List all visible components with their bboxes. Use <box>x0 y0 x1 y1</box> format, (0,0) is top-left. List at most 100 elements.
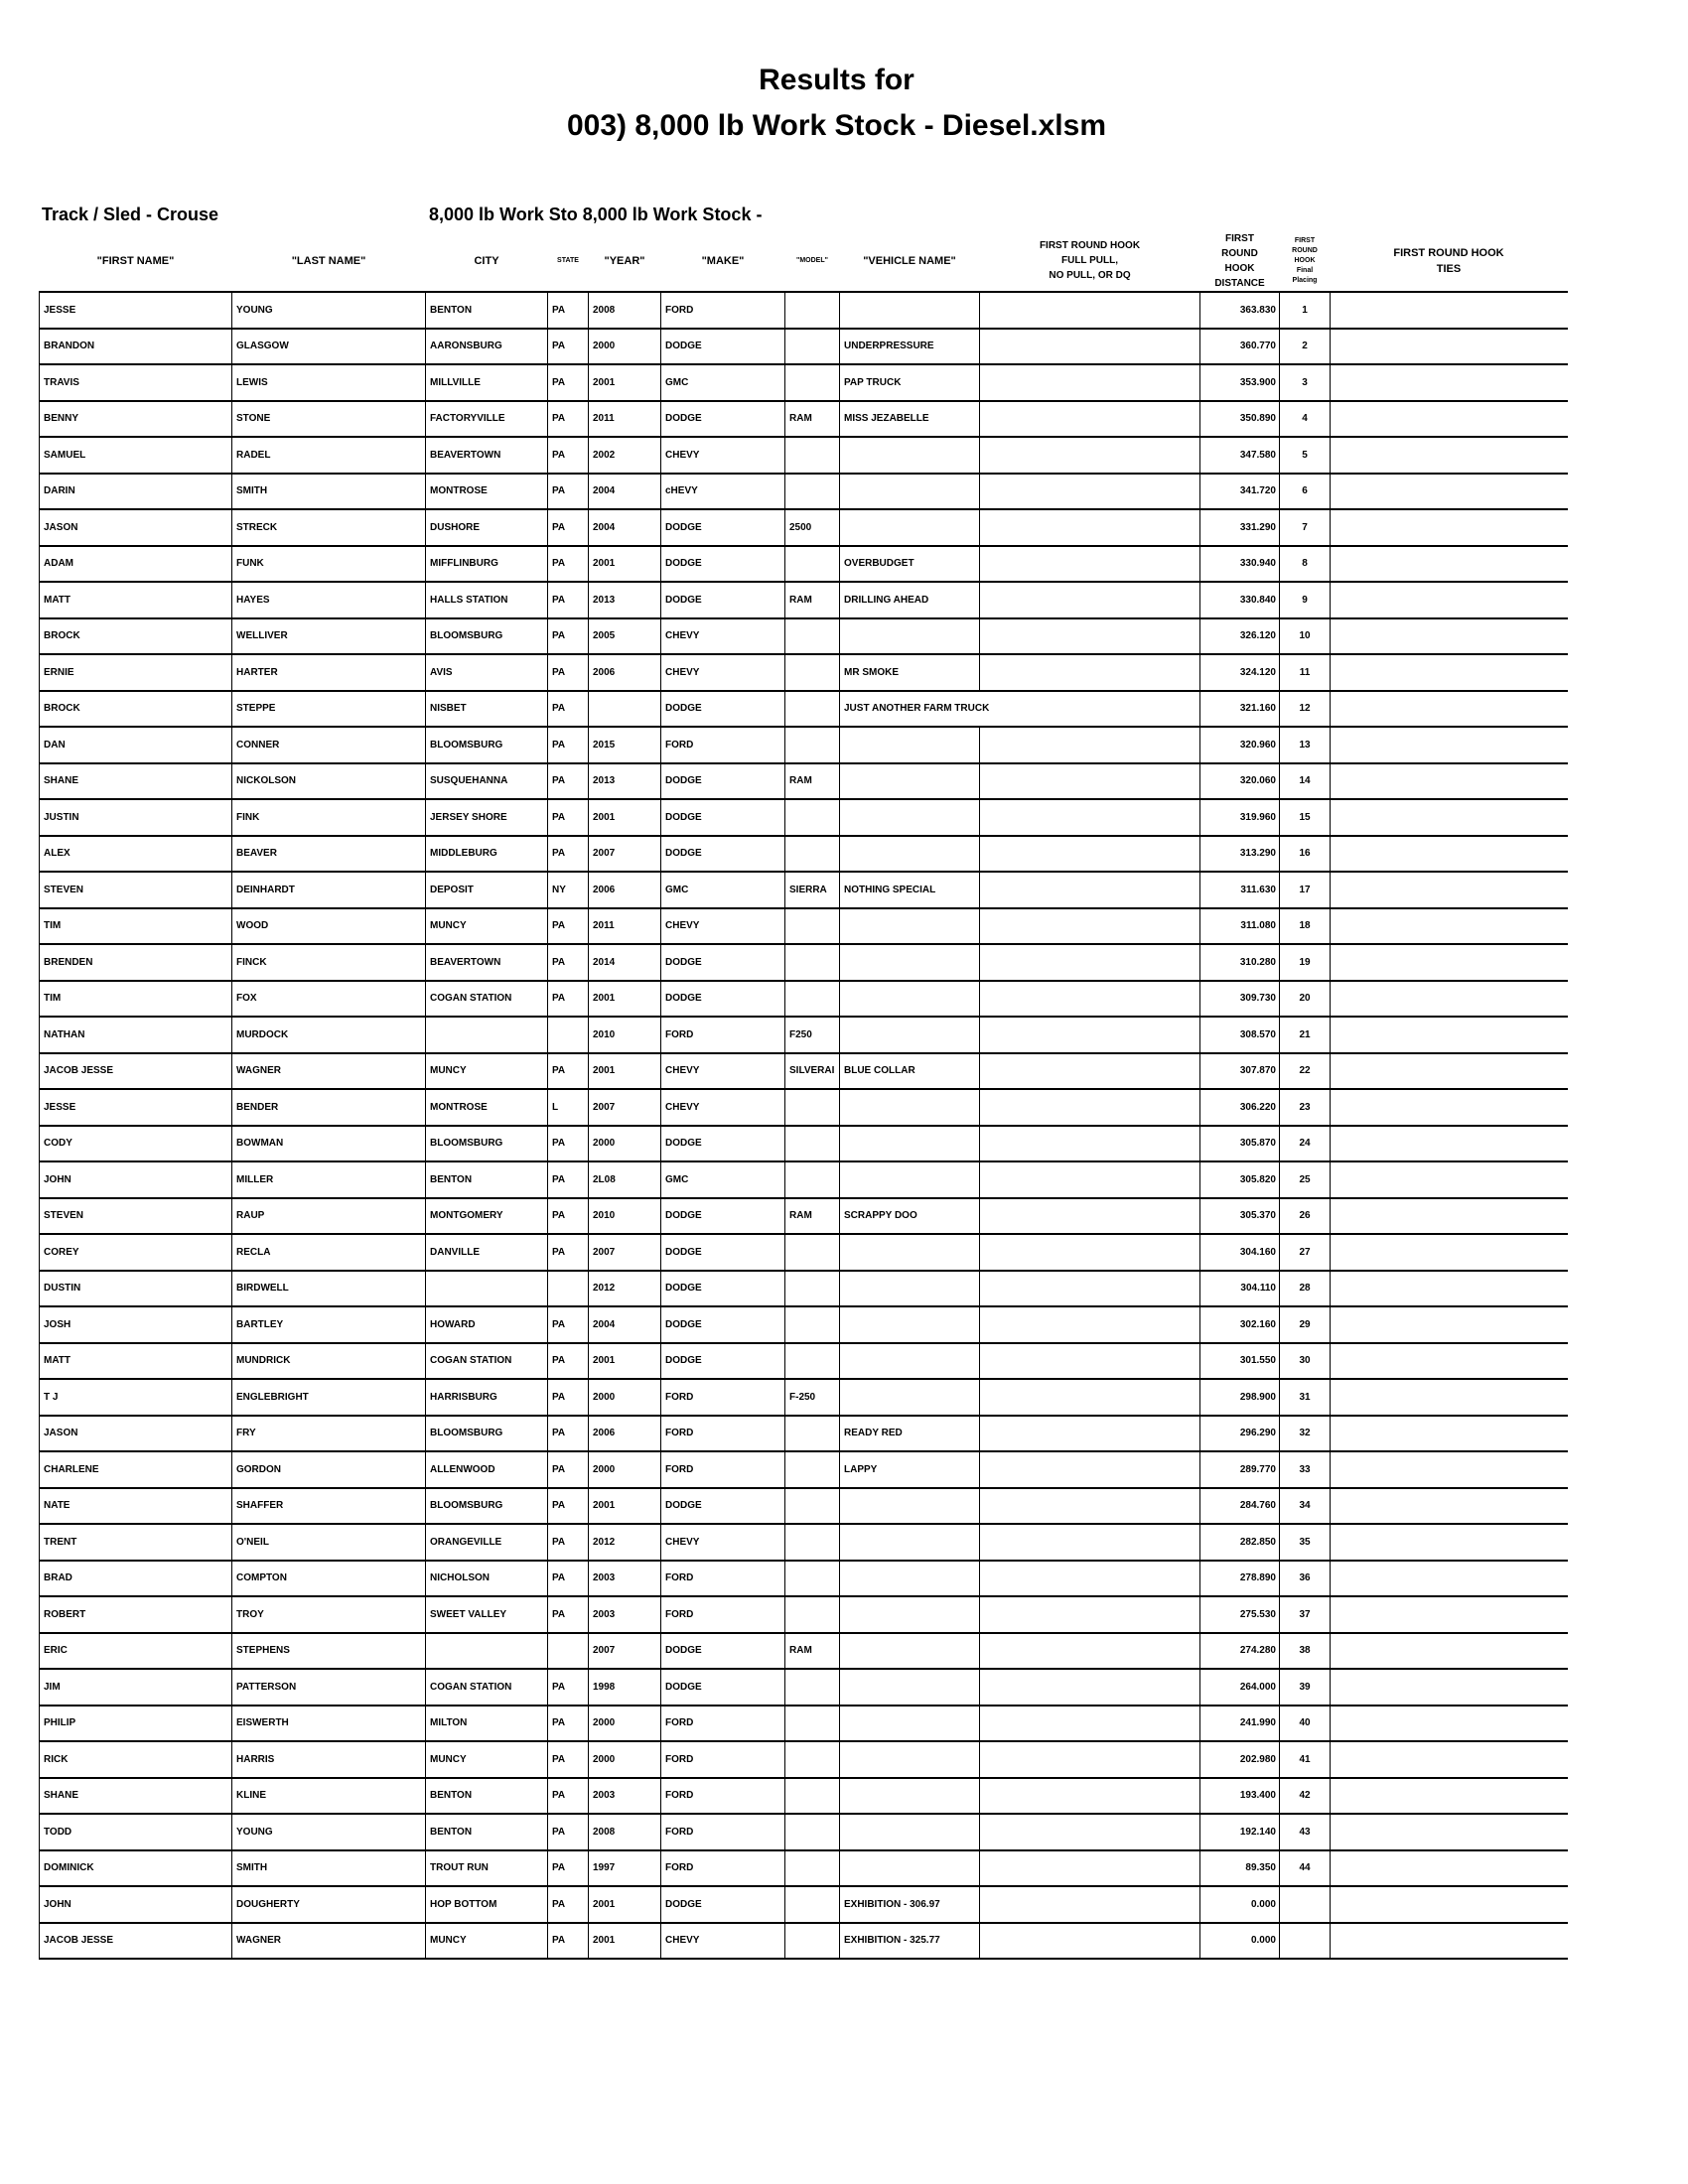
cell-model <box>784 1921 840 1960</box>
cell-vehicle-name: MR SMOKE <box>839 653 980 691</box>
table-row: TRENT O'NEIL ORANGEVILLE PA 2012 CHEVY 282.850… <box>39 1523 1568 1561</box>
cell-city: MONTGOMERY <box>425 1196 548 1234</box>
cell-make: DODGE <box>660 979 785 1017</box>
table-row: ADAM FUNK MIFFLINBURG PA 2001 DODGE OVERBUDGET… <box>39 544 1568 582</box>
cell-model <box>784 1450 840 1488</box>
cell-hook-result <box>979 436 1200 474</box>
cell-placing: 31 <box>1279 1378 1331 1416</box>
cell-last-name: FINCK <box>231 943 426 981</box>
cell-first-name: JUSTIN <box>39 798 232 836</box>
cell-distance: 304.110 <box>1199 1269 1280 1306</box>
cell-distance: 193.400 <box>1199 1776 1280 1814</box>
cell-distance: 320.060 <box>1199 761 1280 799</box>
table-row: JUSTIN FINK JERSEY SHORE PA 2001 DODGE 319.960… <box>39 798 1568 836</box>
cell-ties <box>1330 1921 1568 1960</box>
cell-state: PA <box>547 1704 589 1741</box>
cell-city: BEAVERTOWN <box>425 436 548 474</box>
cell-vehicle-name <box>839 906 980 944</box>
cell-distance: 311.080 <box>1199 906 1280 944</box>
table-row: STEVEN RAUP MONTGOMERY PA 2010 DODGE RAM SCRAPP… <box>39 1196 1568 1234</box>
cell-city: TROUT RUN <box>425 1848 548 1886</box>
cell-city: DUSHORE <box>425 508 548 546</box>
cell-hook-result <box>979 1885 1200 1923</box>
cell-last-name: EISWERTH <box>231 1704 426 1741</box>
table-row: RICK HARRIS MUNCY PA 2000 FORD 202.980 41 <box>39 1740 1568 1778</box>
cell-vehicle-name: MISS JEZABELLE <box>839 399 980 437</box>
cell-state: PA <box>547 544 589 582</box>
table-row: TODD YOUNG BENTON PA 2008 FORD 192.140 43 <box>39 1813 1568 1850</box>
cell-city: MILLVILLE <box>425 363 548 401</box>
cell-placing <box>1279 1921 1331 1960</box>
cell-make: DODGE <box>660 1196 785 1234</box>
cell-placing: 3 <box>1279 363 1331 401</box>
cell-year: 2001 <box>588 1486 661 1524</box>
cell-state: L <box>547 1088 589 1126</box>
cell-distance: 275.530 <box>1199 1595 1280 1633</box>
cell-model <box>784 1305 840 1343</box>
cell-placing: 20 <box>1279 979 1331 1017</box>
cell-hook-result <box>979 1848 1200 1886</box>
table-row: TIM WOOD MUNCY PA 2011 CHEVY 311.080 18 <box>39 906 1568 944</box>
cell-ties <box>1330 1559 1568 1596</box>
cell-year: 2000 <box>588 1378 661 1416</box>
cell-state: PA <box>547 1196 589 1234</box>
cell-state: NY <box>547 871 589 908</box>
cell-first-name: SHANE <box>39 1776 232 1814</box>
cell-hook-result <box>979 1523 1200 1561</box>
cell-make: DODGE <box>660 399 785 437</box>
table-row: SAMUEL RADEL BEAVERTOWN PA 2002 CHEVY 347.580 5 <box>39 436 1568 474</box>
table-row: JASON FRY BLOOMSBURG PA 2006 FORD READY RED 296… <box>39 1414 1568 1451</box>
cell-last-name: YOUNG <box>231 291 426 329</box>
cell-make: DODGE <box>660 1668 785 1706</box>
cell-model <box>784 363 840 401</box>
cell-make: DODGE <box>660 1305 785 1343</box>
cell-ties <box>1330 726 1568 763</box>
cell-year: 2001 <box>588 1885 661 1923</box>
cell-distance: 324.120 <box>1199 653 1280 691</box>
cell-model: RAM <box>784 761 840 799</box>
cell-year: 2007 <box>588 834 661 872</box>
table-row: DOMINICK SMITH TROUT RUN PA 1997 FORD 89.350 44 <box>39 1848 1568 1886</box>
cell-vehicle-name: DRILLING AHEAD <box>839 581 980 618</box>
cell-last-name: YOUNG <box>231 1813 426 1850</box>
cell-hook-result <box>979 508 1200 546</box>
cell-placing: 35 <box>1279 1523 1331 1561</box>
cell-distance: 241.990 <box>1199 1704 1280 1741</box>
cell-make: DODGE <box>660 508 785 546</box>
cell-distance: 0.000 <box>1199 1921 1280 1960</box>
cell-city: COGAN STATION <box>425 1668 548 1706</box>
cell-first-name: JACOB JESSE <box>39 1051 232 1089</box>
cell-ties <box>1330 761 1568 799</box>
cell-hook-result <box>979 761 1200 799</box>
cell-last-name: PATTERSON <box>231 1668 426 1706</box>
cell-vehicle-name: SCRAPPY DOO <box>839 1196 980 1234</box>
cell-last-name: WELLIVER <box>231 616 426 654</box>
cell-ties <box>1330 436 1568 474</box>
cell-state: PA <box>547 363 589 401</box>
cell-city: AVIS <box>425 653 548 691</box>
cell-last-name: RECLA <box>231 1233 426 1271</box>
cell-first-name: TIM <box>39 906 232 944</box>
cell-hook-result <box>979 1051 1200 1089</box>
cell-city: ORANGEVILLE <box>425 1523 548 1561</box>
cell-vehicle-name <box>839 291 980 329</box>
cell-placing: 5 <box>1279 436 1331 474</box>
cell-state: PA <box>547 726 589 763</box>
cell-distance: 192.140 <box>1199 1813 1280 1850</box>
page-title-line2: 003) 8,000 lb Work Stock - Diesel.xlsm <box>566 109 1107 142</box>
cell-vehicle-name <box>839 1704 980 1741</box>
cell-first-name: NATE <box>39 1486 232 1524</box>
cell-hook-result <box>979 1921 1200 1960</box>
cell-ties <box>1330 1305 1568 1343</box>
cell-vehicle-name <box>839 798 980 836</box>
cell-vehicle-name <box>839 616 980 654</box>
cell-city: MIDDLEBURG <box>425 834 548 872</box>
cell-distance: 306.220 <box>1199 1088 1280 1126</box>
cell-city: MIFFLINBURG <box>425 544 548 582</box>
cell-year: 2001 <box>588 363 661 401</box>
cell-ties <box>1330 291 1568 329</box>
cell-hook-result <box>979 1124 1200 1161</box>
cell-distance: 282.850 <box>1199 1523 1280 1561</box>
cell-state: PA <box>547 616 589 654</box>
cell-year: 2001 <box>588 979 661 1017</box>
